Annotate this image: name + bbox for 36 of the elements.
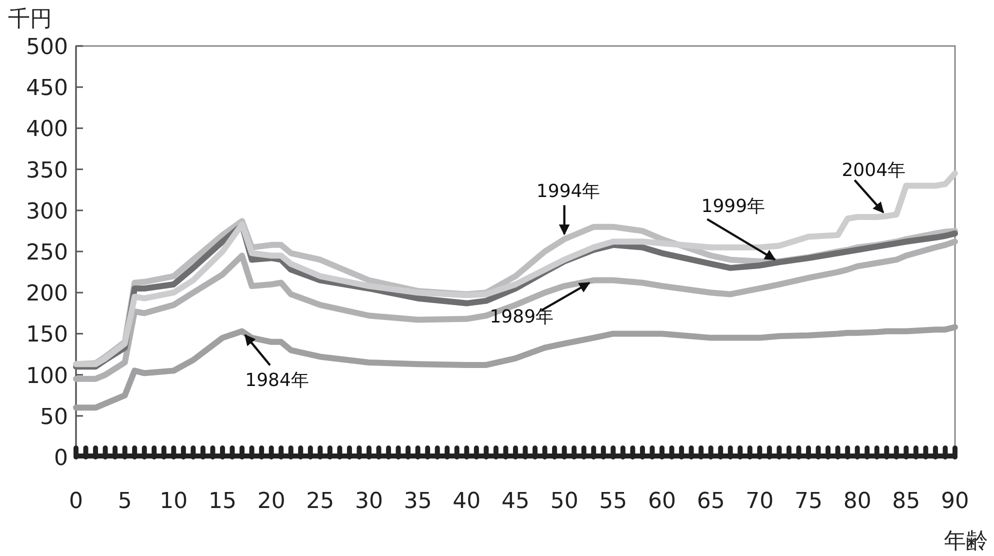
x-tick-label: 10 (160, 489, 188, 514)
text: 1999年 (701, 196, 766, 218)
x-tick-label: 65 (696, 489, 725, 514)
series-label: 1984年 (245, 370, 309, 392)
y-tick-label: 150 (26, 322, 68, 348)
y-tick-label: 450 (26, 76, 68, 102)
y-tick-label: 50 (40, 404, 68, 430)
x-tick-label: 90 (941, 489, 969, 514)
y-tick-label: 350 (26, 158, 68, 184)
x-tick-label: 75 (794, 489, 822, 514)
x-tick-label: 50 (550, 489, 578, 514)
x-tick-label: 80 (843, 489, 872, 514)
series-label: 1989年 (490, 306, 554, 328)
series-label: 1994年 (536, 181, 600, 202)
y-tick-label: 400 (26, 117, 68, 142)
x-tick-label: 15 (208, 489, 236, 514)
x-tick-label: 25 (306, 489, 334, 514)
y-tick-label: 0 (54, 446, 68, 471)
x-tick-label: 55 (599, 489, 628, 514)
x-tick-label: 70 (746, 489, 774, 514)
series-label: 2004年 (842, 160, 906, 182)
x-tick-label: 85 (892, 489, 920, 514)
y-tick-label: 250 (26, 240, 68, 266)
y-tick-label: 500 (26, 35, 68, 60)
y-tick-label: 100 (26, 364, 68, 389)
x-tick-label: 40 (452, 489, 481, 514)
x-tick-label: 45 (502, 489, 530, 514)
x-tick-label: 35 (404, 489, 432, 514)
x-tick-label: 5 (118, 489, 132, 514)
x-tick-label: 20 (257, 489, 286, 514)
x-tick-label: 60 (648, 489, 676, 514)
x-axis-title: 年齢 (944, 529, 988, 554)
y-tick-label: 300 (26, 199, 68, 224)
y-tick-label: 200 (26, 282, 68, 307)
y-axis-title: 千円 (8, 7, 52, 32)
x-tick-label: 30 (355, 489, 383, 514)
